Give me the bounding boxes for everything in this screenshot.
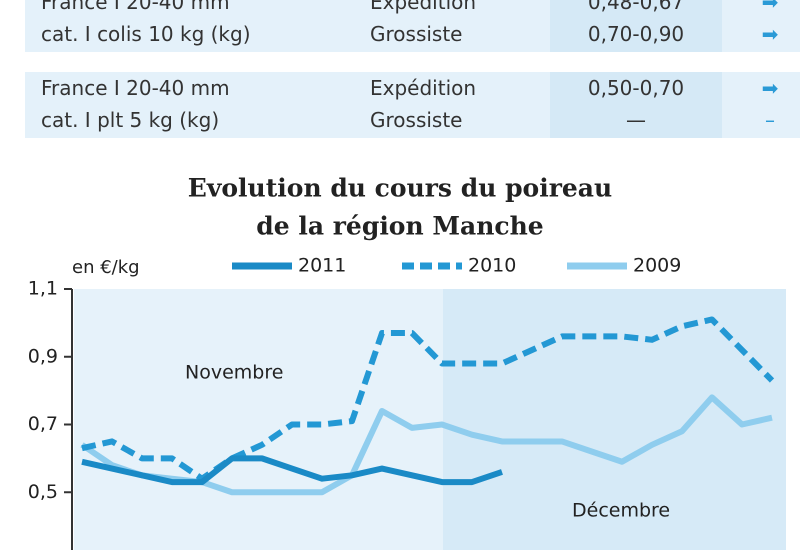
product-line: France I 20-40 mm	[41, 0, 230, 14]
product-line: cat. I colis 10 kg (kg)	[41, 22, 251, 46]
stage-line: Expédition	[370, 76, 477, 100]
price: 0,48-0,67 0,70-0,90	[550, 0, 722, 52]
stage: Expédition Grossiste	[370, 72, 476, 136]
stage: Expédition Grossiste	[370, 0, 476, 50]
series-line	[81, 455, 503, 486]
legend-label: 2010	[468, 255, 516, 277]
product-line: France I 20-40 mm	[41, 76, 230, 100]
y-tick-label: 0,7	[28, 413, 58, 435]
price-line: 0,48-0,67	[587, 0, 685, 14]
annotation: Novembre	[185, 362, 283, 384]
price-line: 0,70-0,90	[587, 22, 685, 46]
y-tick-label: 0,9	[28, 345, 58, 367]
legend-label: 2011	[298, 255, 346, 277]
series-line	[81, 316, 775, 482]
stage-line: Grossiste	[370, 22, 463, 46]
stage-line: Grossiste	[370, 108, 463, 132]
trend: ➡ ➡	[740, 0, 800, 50]
chart-title: Evolution du cours du poireau	[188, 174, 612, 203]
annotation: Décembre	[572, 500, 670, 522]
legend-label: 2009	[633, 255, 681, 277]
trend-arrow: ➡	[761, 0, 779, 14]
price-line: 0,50-0,70	[587, 76, 685, 100]
y-tick-label: 0,3	[28, 549, 58, 550]
product-line: cat. I plt 5 kg (kg)	[41, 108, 220, 132]
stage-line: Expédition	[370, 0, 477, 14]
product: France I 20-40 mm cat. I colis 10 kg (kg)	[41, 0, 251, 50]
trend-arrow: ➡	[761, 76, 779, 100]
trend-arrow: ➡	[761, 22, 779, 46]
table-row: France I 20-40 mm cat. I plt 5 kg (kg) Ex…	[25, 72, 800, 138]
table-row: France I 20-40 mm cat. I colis 10 kg (kg)…	[25, 0, 800, 52]
trend-arrow: –	[765, 108, 775, 132]
y-unit: en €/kg	[72, 257, 140, 278]
chart-title: de la région Manche	[256, 212, 543, 241]
price-line: —	[626, 108, 646, 132]
product: France I 20-40 mm cat. I plt 5 kg (kg)	[41, 72, 230, 136]
price-table: France I 20-40 mm cat. I colis 10 kg (kg)…	[0, 0, 800, 150]
trend: ➡ –	[740, 72, 800, 136]
y-tick-label: 0,5	[28, 481, 58, 503]
y-tick-label: 1,1	[28, 278, 58, 300]
price: 0,50-0,70 —	[550, 72, 722, 138]
